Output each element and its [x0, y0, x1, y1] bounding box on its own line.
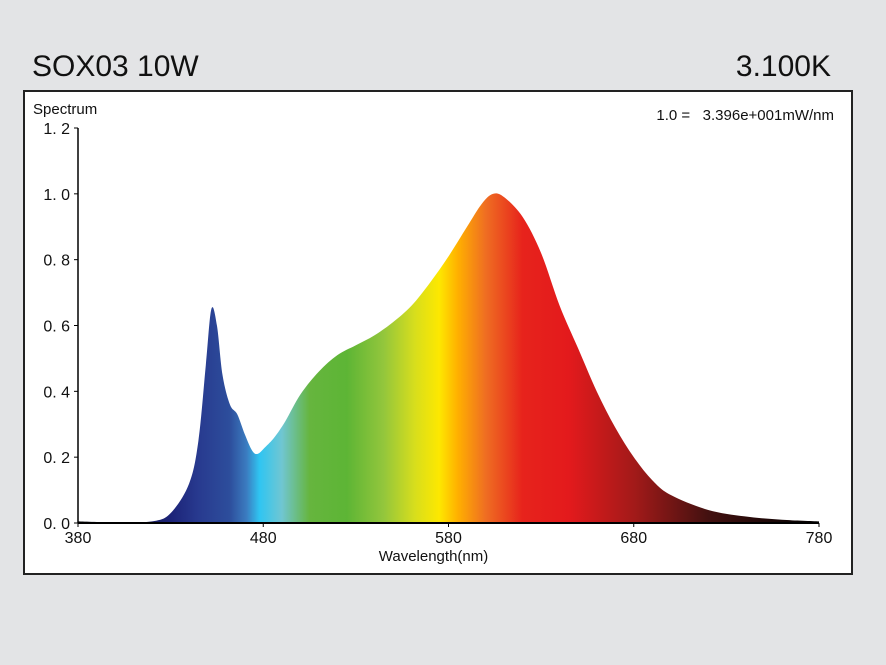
- y-tick-label: 0. 6: [43, 319, 70, 336]
- y-tick-label: 0. 4: [43, 384, 70, 401]
- scale-annotation: 1.0 = 3.396e+001mW/nm: [656, 107, 834, 124]
- x-tick-label: 780: [806, 530, 833, 547]
- y-tick-label: 1. 2: [43, 121, 70, 138]
- y-tick-label: 1. 0: [43, 187, 70, 204]
- spectrum-area: [78, 193, 819, 523]
- x-tick-label: 380: [65, 530, 92, 547]
- y-tick-label: 0. 8: [43, 253, 70, 270]
- y-axis-label: Spectrum: [33, 101, 97, 118]
- y-tick-label: 0. 0: [43, 516, 70, 533]
- x-tick-label: 680: [620, 530, 647, 547]
- x-tick-label: 580: [435, 530, 462, 547]
- x-axis-label: Wavelength(nm): [379, 548, 488, 565]
- cct-label: 3.100K: [735, 50, 831, 83]
- y-tick-label: 0. 2: [43, 450, 70, 467]
- chart-title: SOX03 10W: [32, 50, 199, 83]
- x-tick-label: 480: [250, 530, 277, 547]
- chart-panel: 0. 0 0. 2 0. 4 0. 6 0. 8 1. 0 1. 2 380 480 580 680…: [23, 90, 853, 575]
- spectrum-chart: 0. 0 0. 2 0. 4 0. 6 0. 8 1. 0 1. 2 380 480 580 680…: [33, 101, 834, 565]
